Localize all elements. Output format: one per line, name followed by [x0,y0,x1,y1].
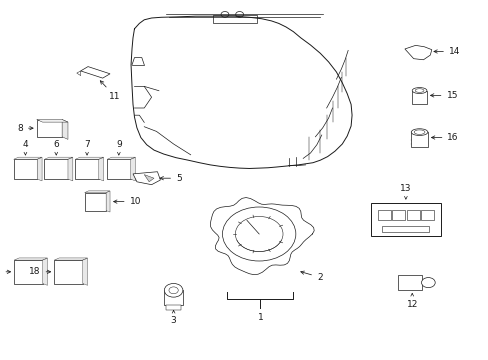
Polygon shape [164,290,183,305]
Text: 3: 3 [170,316,176,325]
Polygon shape [14,157,42,159]
Text: 6: 6 [53,140,59,149]
Text: 11: 11 [100,81,121,101]
Text: 17: 17 [0,267,11,276]
Text: 2: 2 [300,271,322,282]
Polygon shape [14,258,47,260]
Ellipse shape [410,129,427,135]
Polygon shape [84,191,110,193]
Polygon shape [54,258,87,260]
Polygon shape [81,67,110,78]
Polygon shape [77,71,81,76]
Polygon shape [42,258,47,285]
Polygon shape [404,45,431,60]
Ellipse shape [411,87,426,94]
Text: 7: 7 [84,140,90,149]
Circle shape [164,283,183,297]
Polygon shape [37,120,68,122]
Polygon shape [144,175,154,182]
Polygon shape [107,159,130,179]
Polygon shape [37,120,62,137]
Text: 1: 1 [257,313,263,322]
Polygon shape [14,260,42,284]
Polygon shape [130,158,135,181]
Polygon shape [37,158,42,181]
Polygon shape [44,157,73,159]
Polygon shape [14,159,37,179]
Polygon shape [166,305,181,310]
Text: 18: 18 [29,267,51,276]
Text: 9: 9 [116,140,122,149]
Polygon shape [106,191,110,212]
Text: 8: 8 [17,123,33,132]
Polygon shape [133,172,160,185]
Polygon shape [370,203,440,236]
Polygon shape [75,157,103,159]
Polygon shape [84,193,106,211]
Text: 4: 4 [22,140,28,149]
Polygon shape [44,159,68,179]
Bar [420,210,433,220]
Text: 10: 10 [113,197,141,206]
Text: 12: 12 [406,300,417,309]
Bar [377,210,390,220]
Circle shape [421,278,434,288]
Polygon shape [99,158,103,181]
Polygon shape [82,258,87,285]
Text: 5: 5 [160,174,182,183]
Bar [382,226,428,232]
Text: 16: 16 [430,133,458,142]
Bar [391,210,404,220]
Polygon shape [68,158,73,181]
Polygon shape [411,91,426,104]
Polygon shape [107,157,135,159]
Polygon shape [397,275,421,290]
Bar [212,15,256,23]
Polygon shape [75,159,99,179]
Text: 13: 13 [399,184,411,193]
Polygon shape [62,120,68,139]
Bar [406,210,419,220]
Text: 15: 15 [429,91,457,100]
Polygon shape [410,132,427,147]
Polygon shape [54,260,82,284]
Text: 14: 14 [433,47,459,56]
